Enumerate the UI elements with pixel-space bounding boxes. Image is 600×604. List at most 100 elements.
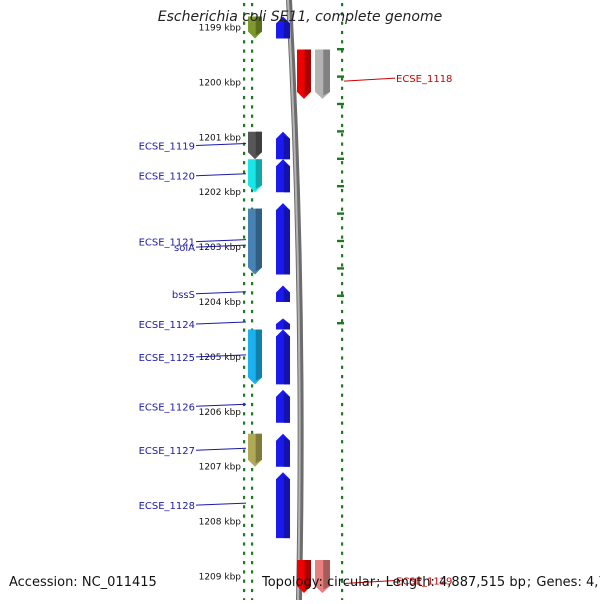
tick-dot: [341, 68, 344, 72]
tick-dot: [243, 263, 246, 267]
tick-dot: [243, 96, 246, 100]
gene-arrow[interactable]: [248, 433, 262, 467]
tick-dot: [251, 393, 254, 397]
tick-dot: [243, 272, 246, 276]
tick-dot: [243, 542, 246, 546]
label-leader-line: [195, 354, 247, 358]
gene-label[interactable]: bssS: [172, 290, 195, 301]
tick-dot: [251, 86, 254, 90]
gene-arrow[interactable]: [297, 49, 311, 99]
tick-dot: [341, 105, 344, 109]
gene-arrow[interactable]: [276, 389, 290, 423]
gene-arrow-shade: [304, 560, 311, 590]
tick-dot: [341, 505, 344, 509]
gene-arrow[interactable]: [248, 131, 262, 160]
gene-arrow[interactable]: [248, 208, 262, 275]
tick-dot: [243, 114, 246, 118]
gene-arrow[interactable]: [276, 329, 290, 385]
gene-arrow-shade: [283, 332, 290, 385]
tick-dot: [251, 570, 254, 574]
tick-dot: [251, 309, 254, 314]
gene-arrow-shade: [283, 321, 290, 330]
gene-label[interactable]: ECSE_1126: [139, 402, 195, 413]
tick-dot: [243, 309, 246, 314]
gene-label[interactable]: ECSE_1129: [396, 577, 452, 588]
gene-arrow[interactable]: [248, 159, 262, 193]
gene-arrow-shade: [283, 289, 290, 302]
tick-dot: [243, 328, 246, 332]
gene-arrow-shade: [255, 159, 262, 189]
label-leader-line: [343, 580, 396, 584]
gene-label[interactable]: ECSE_1119: [139, 142, 195, 153]
gene-arrow[interactable]: [248, 16, 262, 39]
gene-arrow[interactable]: [297, 560, 311, 593]
tick-dot: [251, 319, 254, 323]
tick-dot: [341, 533, 344, 537]
tick-dot: [243, 30, 246, 35]
genes-value: 4,786: [585, 575, 600, 590]
tick-dot: [243, 533, 246, 537]
gene-label[interactable]: ECSE_1118: [396, 74, 452, 85]
tick-dot: [341, 198, 344, 202]
gene-label[interactable]: ECSE_1125: [139, 353, 195, 364]
gene-arrow[interactable]: [276, 16, 290, 39]
label-leader-line: [195, 239, 247, 243]
gene-arrow-shade: [304, 49, 311, 96]
length-value: 4,887,515 bp: [439, 575, 526, 590]
gene-arrow[interactable]: [276, 131, 290, 160]
gene-arrow[interactable]: [276, 159, 290, 193]
tick-dot: [341, 235, 344, 239]
tick-dot: [341, 486, 344, 490]
tick-dot: [341, 114, 344, 118]
tick-dot: [341, 226, 344, 230]
tick-dot: [251, 40, 254, 44]
gene-arrow[interactable]: [276, 285, 290, 302]
gene-label[interactable]: ECSE_1127: [139, 446, 195, 457]
tick-dot: [251, 291, 254, 295]
gene-arrow-shade: [323, 560, 330, 590]
gene-label[interactable]: ECSE_1121: [139, 238, 195, 249]
tick-dot: [341, 551, 344, 555]
gene-label[interactable]: ECSE_1120: [139, 172, 195, 183]
tick-dot: [243, 123, 246, 128]
gene-arrow[interactable]: [276, 472, 290, 539]
tick-dot: [243, 347, 246, 351]
gene-label[interactable]: ECSE_1124: [139, 320, 195, 331]
tick-dot: [243, 12, 246, 16]
tick-dot: [251, 523, 254, 527]
genome-title: Escherichia coli SE11, complete genome: [157, 9, 443, 25]
tick-mark: [337, 48, 344, 51]
gene-arrow[interactable]: [315, 560, 330, 593]
tick-dot: [251, 551, 254, 555]
tick-dot: [341, 3, 344, 7]
tick-dot: [243, 514, 246, 518]
gene-label[interactable]: ECSE_1128: [139, 501, 195, 512]
gene-arrow[interactable]: [276, 203, 290, 275]
tick-dot: [341, 12, 344, 16]
gene-arrow[interactable]: [276, 318, 290, 330]
tick-dot: [243, 579, 246, 583]
tick-dot: [243, 179, 246, 183]
gene-arrow[interactable]: [248, 329, 262, 385]
gene-features: [248, 16, 330, 593]
tick-dot: [243, 68, 246, 72]
gene-arrow[interactable]: [315, 49, 330, 99]
ruler-tick-label: 1204 kbp: [199, 298, 242, 308]
ruler-tick-label: 1207 kbp: [199, 463, 242, 473]
ruler-tick-label: 1203 kbp: [199, 243, 242, 253]
gene-arrow[interactable]: [276, 433, 290, 467]
tick-dot: [251, 68, 254, 72]
tick-dot: [341, 337, 344, 341]
tick-dot: [341, 347, 344, 351]
tick-dot: [341, 49, 344, 53]
gene-label[interactable]: solA: [174, 243, 195, 254]
gene-arrow-shade: [283, 475, 290, 539]
gene-arrow-shade: [255, 329, 262, 381]
tick-dot: [341, 542, 344, 546]
tick-dot: [341, 189, 344, 193]
gene-arrow-shade: [283, 393, 290, 423]
genome-arc-highlight: [287, 0, 301, 601]
tick-dot: [243, 430, 246, 434]
gene-arrow-shade: [255, 16, 262, 35]
accession-info: Accession: NC_011415: [9, 575, 157, 590]
